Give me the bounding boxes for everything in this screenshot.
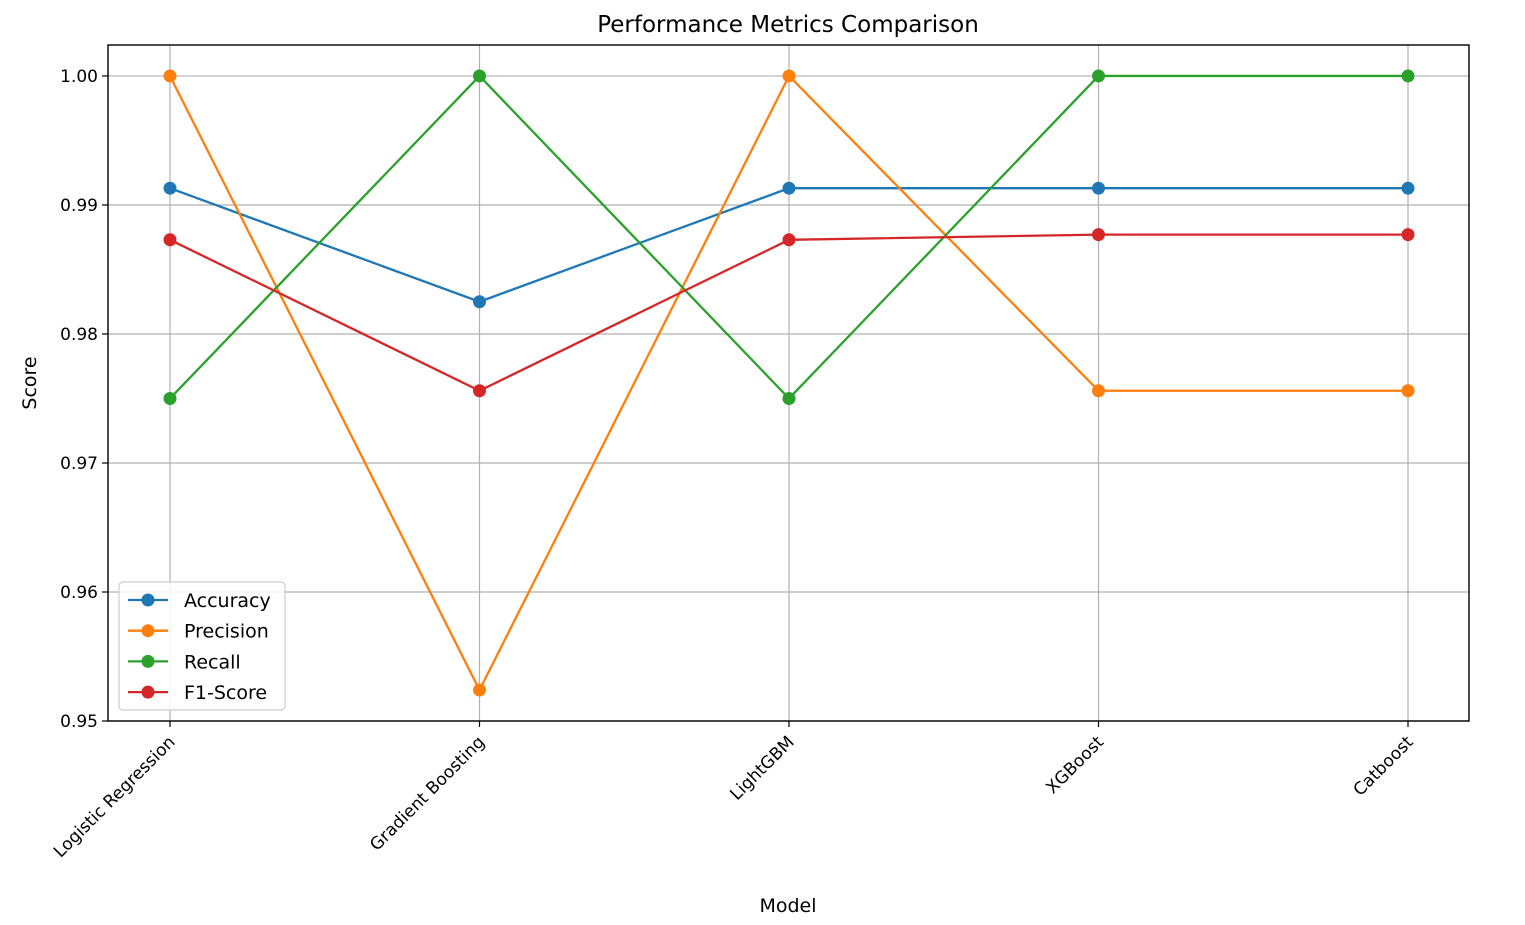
legend-label: Precision	[184, 621, 269, 643]
legend-swatch-marker	[141, 593, 155, 607]
legend-box	[118, 581, 286, 711]
data-point	[782, 69, 796, 83]
data-point	[163, 391, 177, 405]
y-axis-label: Score	[19, 356, 41, 409]
data-point	[782, 233, 796, 247]
series-precision	[163, 69, 1415, 697]
data-point	[1092, 384, 1105, 398]
x-tick-label: Gradient Boosting	[366, 732, 489, 855]
legend-swatch-marker	[141, 654, 155, 668]
data-point	[473, 384, 486, 398]
y-tick-label: 0.99	[60, 196, 98, 216]
data-point	[1401, 181, 1415, 195]
legend-swatch-marker	[141, 685, 155, 699]
data-point	[1401, 228, 1415, 242]
chart-title: Performance Metrics Comparison	[597, 12, 979, 38]
y-tick-label: 0.95	[60, 712, 98, 732]
legend: Accuracy Precision Recall F1-Score	[118, 581, 286, 711]
series-f1-score	[163, 228, 1415, 398]
data-point	[1401, 69, 1415, 83]
legend-swatch-marker	[141, 624, 155, 638]
x-tick-label: XGBoost	[1042, 732, 1108, 798]
data-point	[163, 233, 177, 247]
legend-label: Accuracy	[184, 590, 271, 612]
data-point	[782, 391, 796, 405]
data-point	[1092, 181, 1105, 195]
data-point	[473, 69, 486, 83]
x-tick-label: Catboost	[1350, 732, 1418, 800]
data-point	[1401, 384, 1415, 398]
y-tick-label: 1.00	[60, 67, 98, 87]
x-tick-label: LightGBM	[726, 732, 798, 804]
x-tick-label: Logistic Regression	[50, 732, 179, 861]
y-tick-label: 0.97	[60, 454, 98, 474]
legend-label: Recall	[184, 651, 241, 673]
y-tick-label: 0.98	[60, 325, 98, 345]
y-tick-label: 0.96	[60, 583, 98, 603]
data-point	[1092, 69, 1105, 83]
legend-label: F1-Score	[184, 682, 267, 704]
series-recall	[163, 69, 1415, 405]
data-point	[782, 181, 796, 195]
series-layer	[163, 69, 1415, 697]
grid	[108, 45, 1469, 722]
series-accuracy	[163, 181, 1415, 309]
data-point	[473, 295, 486, 309]
x-axis-label: Model	[759, 895, 816, 917]
data-point	[163, 69, 177, 83]
data-point	[163, 181, 177, 195]
data-point	[1092, 228, 1105, 242]
data-point	[473, 683, 486, 697]
